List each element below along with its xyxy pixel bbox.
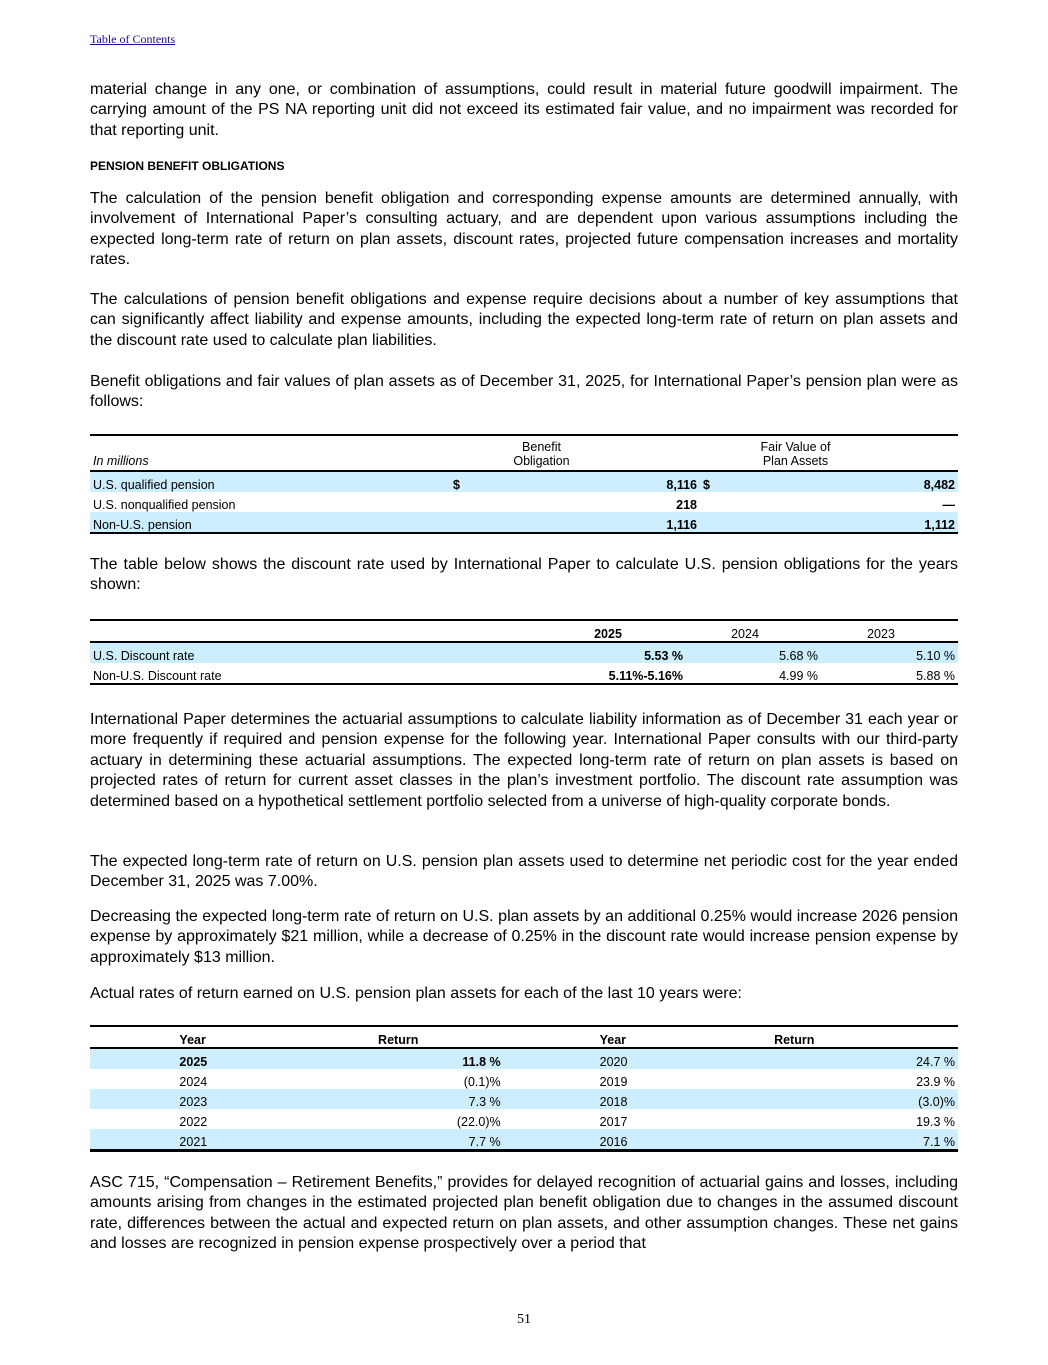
paragraph: The table below shows the discount rate …	[90, 556, 958, 594]
paragraph: material change in any one, or combinati…	[90, 81, 958, 139]
paragraph: International Paper determines the actua…	[90, 711, 958, 810]
table-row: 2022 (22.0)% 2017 19.3 %	[179, 1115, 955, 1129]
paragraph: Benefit obligations and fair values of p…	[90, 373, 958, 411]
col-header-return: Return	[630, 1026, 958, 1049]
table-row: U.S. nonqualified pension 218—	[93, 498, 955, 512]
paragraph: The calculations of pension benefit obli…	[90, 291, 958, 349]
table-row: 2023 7.3 % 2018 (3.0)%	[90, 1089, 958, 1109]
section-heading: PENSION BENEFIT OBLIGATIONS	[90, 159, 285, 173]
table-row: Non-U.S. pension 1,116 1,112	[90, 512, 958, 534]
col-header-year: Year	[503, 1026, 631, 1049]
col-header-year: Year	[176, 1026, 293, 1049]
table-row: Non-U.S. Discount rate 5.11%-5.16% 4.99 % 5…	[90, 663, 958, 685]
table-of-contents-link[interactable]: Table of Contents	[90, 32, 176, 46]
table-row: U.S. qualified pension $8,116 $8,482	[90, 471, 958, 492]
col-header-return: Return	[292, 1026, 504, 1049]
discount-rate-table: 2025 2024 2023 U.S. Discount rate 5.53 % 5…	[90, 619, 958, 685]
returns-table: Year Return Year Return 2025 11.8 % 2020 24…	[90, 1025, 958, 1152]
obligations-table: In millions Benefit Obligation Fair Value…	[90, 434, 958, 534]
paragraph: Actual rates of return earned on U.S. pe…	[90, 985, 742, 1002]
paragraph: Decreasing the expected long-term rate o…	[90, 908, 958, 966]
table-row: U.S. Discount rate 5.53 % 5.68 % 5.10 %	[90, 642, 958, 663]
table-row: 2021 7.7 % 2016 7.1 %	[90, 1129, 958, 1152]
table-row: 2024 (0.1)% 2019 23.9 %	[179, 1075, 955, 1089]
col-header-benefit-obligation: Benefit Obligation	[480, 435, 700, 472]
paragraph: ASC 715, “Compensation – Retirement Bene…	[90, 1174, 958, 1253]
table-row: 2025 11.8 % 2020 24.7 %	[90, 1048, 958, 1069]
unit-label: In millions	[90, 435, 450, 472]
paragraph: The expected long-term rate of return on…	[90, 853, 958, 891]
col-header-plan-assets: Fair Value of Plan Assets	[730, 435, 958, 472]
col-header-year: 2024	[686, 620, 821, 643]
paragraph: The calculation of the pension benefit o…	[90, 190, 958, 269]
page-number: 51	[517, 1312, 531, 1327]
col-header-year: 2023	[821, 620, 958, 643]
col-header-year: 2025	[550, 620, 686, 643]
